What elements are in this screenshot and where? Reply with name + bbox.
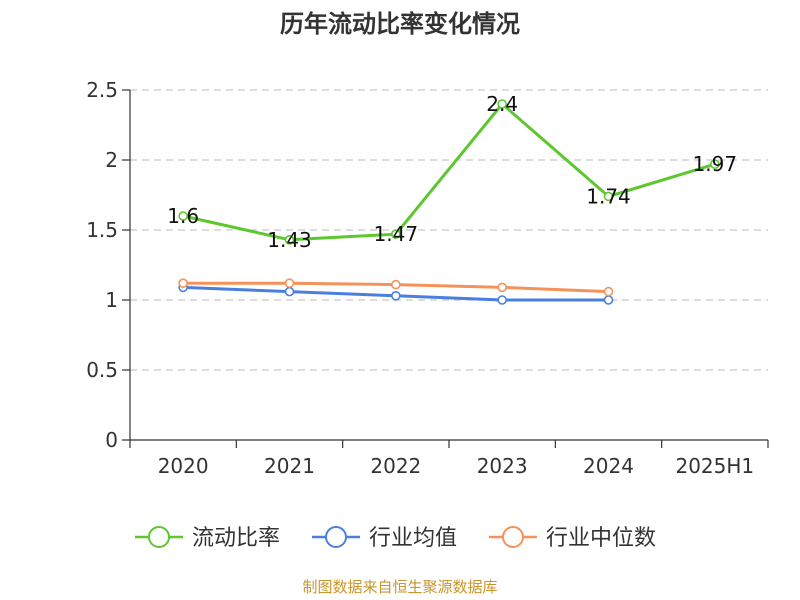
- data-point: [178, 278, 188, 289]
- legend-marker: [325, 526, 347, 548]
- data-point: [284, 235, 295, 245]
- data-point: [391, 290, 401, 301]
- data-point: [284, 286, 295, 297]
- x-tick-label: 2022: [370, 454, 421, 478]
- x-tick-label: 2024: [583, 454, 634, 478]
- y-tick-label: 0: [105, 428, 118, 452]
- data-point: [391, 279, 401, 290]
- data-point: [603, 286, 614, 297]
- y-tick-label: 2: [105, 148, 118, 172]
- x-tick-label: 2021: [264, 454, 315, 478]
- data-label: 2.4: [486, 92, 518, 116]
- x-tick-label: 2023: [477, 454, 528, 478]
- data-point: [603, 191, 614, 202]
- axes: 0 0.5 1 1.5 2 2.5 2020 2021 2022 2023 2024 2025H1: [86, 78, 769, 478]
- data-label: 1.47: [374, 222, 419, 246]
- x-tick-label: 2025H1: [675, 454, 754, 478]
- legend-label: 流动比率: [192, 526, 280, 551]
- data-point: [497, 99, 507, 109]
- chart-title: 历年流动比率变化情况: [280, 10, 520, 38]
- y-tick-label: 1.5: [86, 218, 118, 242]
- data-point: [497, 295, 507, 305]
- series-line: [182, 102, 716, 242]
- x-tick-label: 2020: [158, 454, 209, 478]
- data-point: [284, 278, 295, 289]
- data-point: [710, 159, 720, 169]
- data-label: 1.97: [693, 152, 738, 176]
- legend-marker: [148, 526, 170, 548]
- grid-lines: [130, 89, 768, 371]
- data-point: [497, 282, 507, 293]
- data-label: 1.74: [586, 184, 631, 208]
- legend-label: 行业均值: [369, 526, 457, 551]
- series-group: 1.6 1.43 1.47 2.4 1.74 1.97: [167, 92, 738, 305]
- data-point: [178, 211, 188, 221]
- data-point: [603, 295, 614, 305]
- legend: 流动比率 行业均值 行业中位数: [135, 526, 656, 551]
- y-tick-label: 2.5: [86, 78, 118, 102]
- source-note: 制图数据来自恒生聚源数据库: [302, 578, 497, 596]
- data-point: [391, 229, 401, 239]
- y-tick-label: 0.5: [86, 358, 118, 382]
- data-label: 1.43: [267, 228, 312, 252]
- data-label: 1.6: [167, 204, 199, 228]
- legend-label: 行业中位数: [546, 526, 656, 551]
- y-tick-label: 1: [105, 288, 118, 312]
- legend-marker: [502, 526, 524, 548]
